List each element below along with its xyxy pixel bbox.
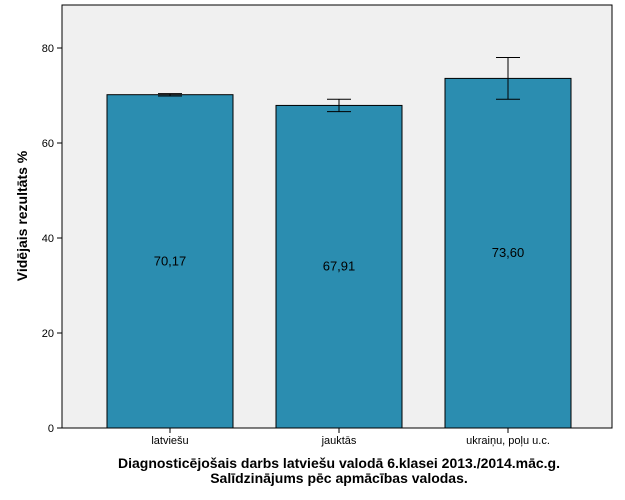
bar bbox=[275, 104, 403, 429]
y-tick-label: 60 bbox=[42, 138, 54, 150]
bars bbox=[106, 77, 572, 429]
data-labels: 70,17 67,91 73,60 bbox=[154, 245, 525, 274]
error-bars bbox=[158, 57, 520, 113]
y-axis: 0 20 40 60 80 bbox=[42, 43, 62, 435]
y-tick-label: 40 bbox=[42, 233, 54, 245]
x-tick-label: ukraiņu, poļu u.c. bbox=[466, 435, 550, 447]
x-axis-title-line-1: Diagnosticējošais darbs latviešu valodā … bbox=[118, 455, 560, 471]
x-axis: latviešu jauktās ukraiņu, poļu u.c. bbox=[151, 428, 550, 447]
data-label: 67,91 bbox=[323, 259, 356, 274]
x-tick-label: jauktās bbox=[321, 435, 357, 447]
y-tick-label: 80 bbox=[42, 43, 54, 55]
y-axis-title: Vidējais rezultāts % bbox=[14, 150, 30, 281]
data-label: 70,17 bbox=[154, 253, 187, 268]
bar bbox=[106, 94, 234, 429]
x-axis-title-line-2: Salīdzinājums pēc apmācības valodas. bbox=[210, 470, 468, 486]
x-tick-label: latviešu bbox=[151, 435, 188, 447]
y-tick-label: 20 bbox=[42, 328, 54, 340]
y-tick-label: 0 bbox=[48, 423, 54, 435]
data-label: 73,60 bbox=[492, 245, 525, 260]
